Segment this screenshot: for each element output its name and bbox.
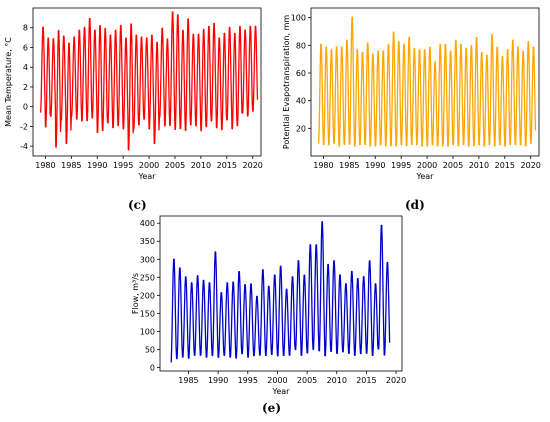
x-axis-label: Year bbox=[416, 172, 435, 181]
x-tick-label: 2005 bbox=[165, 161, 185, 170]
x-tick-label: 2005 bbox=[443, 161, 463, 170]
x-tick-label: 1985 bbox=[339, 161, 359, 170]
panel-label-c: (c) bbox=[128, 198, 147, 212]
x-tick-label: 1985 bbox=[178, 376, 198, 385]
plot-frame bbox=[32, 7, 262, 157]
y-tick-label: 2 bbox=[23, 83, 28, 92]
y-tick-label: 60 bbox=[296, 69, 306, 78]
x-tick-label: 2000 bbox=[417, 161, 437, 170]
y-tick-label: 80 bbox=[296, 41, 306, 50]
x-tick-label: 2000 bbox=[267, 376, 287, 385]
y-tick-label: 0 bbox=[150, 363, 155, 372]
x-tick-label: 2010 bbox=[469, 161, 489, 170]
plot-frame bbox=[310, 7, 540, 157]
x-tick-label: 2010 bbox=[191, 161, 211, 170]
x-tick-label: 1980 bbox=[313, 161, 333, 170]
y-tick-label: 0 bbox=[23, 103, 28, 112]
x-tick-label: 2020 bbox=[243, 161, 263, 170]
x-tick-label: 1990 bbox=[208, 376, 228, 385]
x-tick-label: 2015 bbox=[356, 376, 376, 385]
x-tick-label: 2020 bbox=[386, 376, 406, 385]
series-line bbox=[40, 11, 259, 151]
y-axis-label: Flow, m³/s bbox=[131, 273, 140, 314]
y-tick-label: 200 bbox=[140, 291, 155, 300]
y-tick-label: 250 bbox=[140, 273, 155, 282]
y-tick-label: -4 bbox=[20, 142, 28, 151]
x-tick-label: 1995 bbox=[113, 161, 133, 170]
x-tick-label: 1990 bbox=[365, 161, 385, 170]
y-axis-label: Potential Evapotranspiration, mm bbox=[282, 15, 291, 150]
x-tick-label: 2005 bbox=[297, 376, 317, 385]
x-tick-label: 2015 bbox=[217, 161, 237, 170]
x-axis-label: Year bbox=[272, 387, 291, 396]
chart-0: 1980 1985 1990 1995 2000 2005 2010 2015 2020 -4 -2… bbox=[4, 7, 263, 181]
y-axis-label: Mean Temperature, °C bbox=[4, 37, 13, 127]
panel-label-d: (d) bbox=[405, 198, 425, 212]
y-tick-label: 50 bbox=[145, 345, 155, 354]
y-tick-label: 100 bbox=[291, 14, 306, 23]
x-tick-label: 2010 bbox=[327, 376, 347, 385]
y-tick-label: -2 bbox=[20, 122, 28, 131]
plot-frame bbox=[159, 215, 403, 372]
y-tick-label: 100 bbox=[140, 327, 155, 336]
x-tick-label: 2000 bbox=[139, 161, 159, 170]
y-tick-label: 20 bbox=[296, 124, 306, 133]
y-tick-label: 150 bbox=[140, 309, 155, 318]
x-tick-label: 1980 bbox=[35, 161, 55, 170]
y-tick-label: 6 bbox=[23, 43, 28, 52]
y-tick-label: 350 bbox=[140, 237, 155, 246]
x-tick-label: 2015 bbox=[495, 161, 515, 170]
y-tick-label: 300 bbox=[140, 255, 155, 264]
panel-label-e: (e) bbox=[262, 401, 281, 415]
x-tick-label: 2020 bbox=[521, 161, 541, 170]
x-tick-label: 1995 bbox=[238, 376, 258, 385]
series-line bbox=[170, 221, 391, 363]
chart-1: 1980 1985 1990 1995 2000 2005 2010 2015 20202040… bbox=[282, 7, 541, 181]
x-tick-label: 1995 bbox=[391, 161, 411, 170]
y-tick-label: 40 bbox=[296, 97, 306, 106]
x-axis-label: Year bbox=[138, 172, 157, 181]
chart-2: 1985 1990 1995 2000 2005 2010 2015 2020 0 50 100 15… bbox=[131, 215, 406, 396]
x-tick-label: 1985 bbox=[61, 161, 81, 170]
series-line bbox=[318, 16, 537, 147]
y-tick-label: 8 bbox=[23, 24, 28, 33]
y-tick-label: 4 bbox=[23, 63, 28, 72]
x-tick-label: 1990 bbox=[87, 161, 107, 170]
y-tick-label: 400 bbox=[140, 219, 155, 228]
